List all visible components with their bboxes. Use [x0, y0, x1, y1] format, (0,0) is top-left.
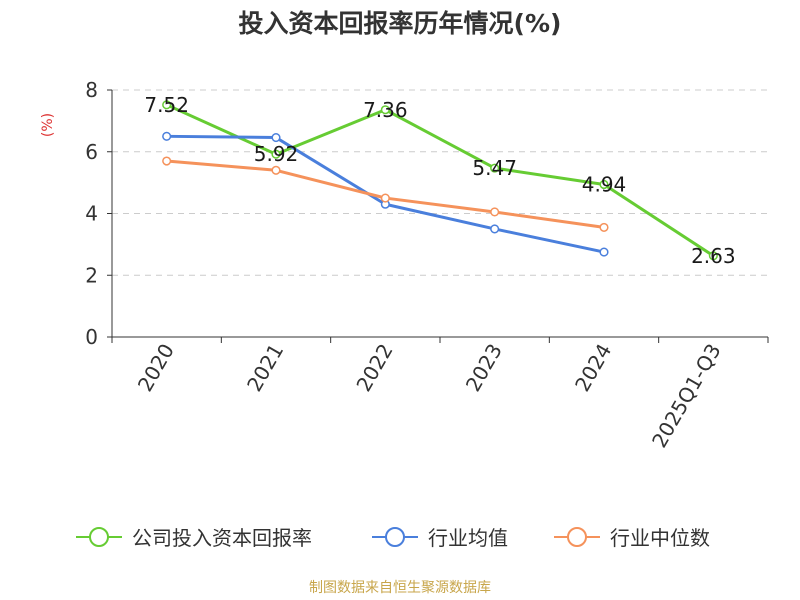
legend-label: 公司投入资本回报率: [132, 526, 312, 550]
y-tick-label: 6: [85, 140, 98, 164]
data-label: 2.63: [691, 244, 736, 268]
legend-label: 行业均值: [428, 526, 508, 550]
data-point: [162, 156, 172, 166]
data-point: [490, 224, 500, 234]
data-label: 4.94: [582, 172, 627, 196]
data-point: [380, 105, 390, 115]
legend-swatch-marker: [567, 527, 587, 547]
legend-swatch-marker: [385, 527, 405, 547]
x-tick-label: 2025Q1-Q3: [647, 340, 726, 452]
y-tick-label: 0: [85, 325, 98, 349]
x-tick-label: 2023: [461, 339, 507, 395]
data-label: 7.52: [144, 93, 189, 117]
data-point: [599, 179, 609, 190]
data-point: [271, 132, 281, 143]
y-tick-label: 4: [85, 202, 98, 226]
chart-title: 投入资本回报率历年情况(%): [238, 9, 562, 38]
legend-swatch-marker: [89, 527, 109, 547]
data-point: [490, 163, 500, 173]
data-point: [162, 100, 172, 110]
y-axis-label: (%): [40, 113, 56, 137]
data-label: 5.47: [472, 156, 517, 180]
data-label: 5.92: [254, 142, 299, 166]
data-point: [599, 222, 609, 232]
data-point: [162, 131, 172, 141]
data-labels: 7.52 5.92 7.36 5.47 4.94 2.63: [144, 93, 735, 268]
data-point: [490, 207, 500, 217]
y-tick-label: 8: [85, 78, 98, 102]
grid-lines: [112, 89, 768, 276]
x-tick-label: 2021: [242, 340, 288, 396]
data-point: [599, 247, 609, 257]
data-label: 7.36: [363, 98, 408, 122]
series-line: [165, 103, 715, 258]
source-note: 制图数据来自恒生聚源数据库: [309, 580, 491, 596]
series-lines: [162, 100, 718, 261]
data-point: [380, 193, 390, 203]
x-tick-label: 2022: [351, 340, 397, 396]
x-tick-label: 2024: [570, 340, 616, 396]
legend-label: 行业中位数: [610, 526, 710, 550]
x-tick-label: 2020: [133, 340, 179, 396]
legend: 公司投入资本回报率 行业均值 行业中位数: [76, 526, 710, 550]
axes: 0 2 4 6 8 2020 2021 2022 2023 2024 2025Q1-Q3: [85, 78, 769, 452]
y-tick-label: 2: [85, 263, 98, 287]
data-point: [708, 251, 718, 261]
data-point: [271, 149, 281, 159]
data-point: [271, 165, 281, 175]
